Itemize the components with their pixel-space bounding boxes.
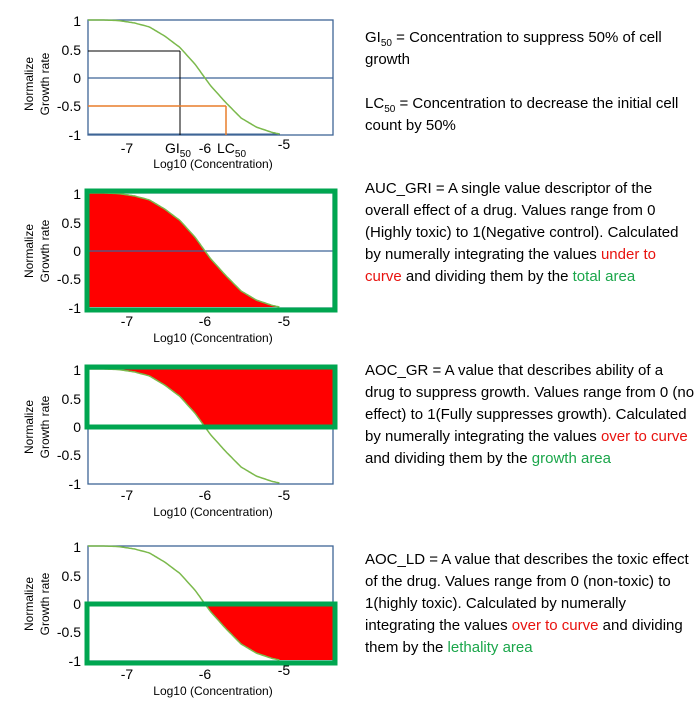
y-tick-0: 0 bbox=[73, 596, 81, 612]
y-axis-label: Normalize Growth rate bbox=[22, 395, 52, 458]
auc-gri-text-2: and dividing them by the bbox=[401, 268, 573, 285]
y-axis-label-line1: Normalize bbox=[22, 400, 36, 454]
gi50-definition: GI50 = Concentration to suppress 50% of … bbox=[365, 29, 662, 68]
x-tick-minus-6: -6 bbox=[199, 487, 212, 503]
y-tick-minus-1: -1 bbox=[69, 127, 82, 143]
y-axis-label: Normalize Growth rate bbox=[22, 219, 52, 282]
growth-curve bbox=[88, 19, 280, 135]
y-tick-0: 0 bbox=[73, 70, 81, 86]
aoc-gr-text: AOC_GR = A value that describes ability … bbox=[365, 362, 695, 445]
y-tick-1: 1 bbox=[73, 13, 81, 29]
y-axis-label-line2: Growth rate bbox=[38, 572, 52, 635]
y-tick-0.5: 0.5 bbox=[62, 391, 82, 407]
area-over-curve-lethality bbox=[88, 603, 333, 660]
aoc-gr-red-text: over to curve bbox=[600, 428, 688, 445]
y-tick-0.5: 0.5 bbox=[62, 42, 82, 58]
y-tick-1: 1 bbox=[73, 362, 81, 378]
aoc-ld-green-text: lethality area bbox=[447, 639, 533, 656]
y-tick-0: 0 bbox=[73, 243, 81, 259]
y-axis-label: Normalize Growth rate bbox=[22, 52, 52, 115]
area-under-curve bbox=[88, 193, 280, 307]
x-tick-minus-6: -6 bbox=[199, 313, 212, 329]
x-tick-minus-7: -7 bbox=[121, 487, 134, 503]
total-area-box bbox=[84, 188, 338, 313]
y-tick-minus-1: -1 bbox=[69, 653, 82, 669]
aoc-gr-text-2: and dividing them by the bbox=[365, 450, 532, 467]
growth-curve bbox=[88, 545, 280, 661]
lethality-area-box bbox=[84, 601, 338, 666]
auc-gri-red-text: under to curve bbox=[365, 246, 657, 285]
y-tick-1: 1 bbox=[73, 186, 81, 202]
y-axis-label-line1: Normalize bbox=[22, 577, 36, 631]
y-axis-label-line1: Normalize bbox=[22, 224, 36, 278]
x-tick-minus-7: -7 bbox=[121, 313, 134, 329]
x-axis-label: Log10 (Concentration) bbox=[153, 684, 272, 698]
aoc-ld-text-2: and dividing them by the bbox=[365, 617, 683, 656]
x-tick-minus-5: -5 bbox=[278, 662, 291, 678]
chart-aoc-ld: Normalize Growth rate 1 0.5 0 -0.5 -1 -7… bbox=[22, 539, 338, 698]
x-tick-minus-7: -7 bbox=[121, 140, 134, 156]
aoc-ld-red-text: over to curve bbox=[511, 617, 599, 634]
x-tick-minus-6: -6 bbox=[199, 140, 212, 156]
description-aoc-gr: AOC_GR = A value that describes ability … bbox=[365, 360, 695, 470]
lc50-definition: LC50 = Concentration to decrease the ini… bbox=[365, 95, 679, 134]
growth-area-box bbox=[84, 364, 338, 430]
x-axis-label: Log10 (Concentration) bbox=[153, 505, 272, 519]
y-axis-label-line2: Growth rate bbox=[38, 395, 52, 458]
description-aoc-ld: AOC_LD = A value that describes the toxi… bbox=[365, 549, 695, 659]
x-tick-minus-6: -6 bbox=[199, 666, 212, 682]
auc-gri-text: AUC_GRI = A single value descriptor of t… bbox=[365, 180, 679, 263]
y-axis-label: Normalize Growth rate bbox=[22, 572, 52, 635]
y-tick-minus-0.5: -0.5 bbox=[57, 447, 81, 463]
y-tick-0: 0 bbox=[73, 419, 81, 435]
x-tick-gi50: GI50 bbox=[165, 140, 191, 160]
y-tick-minus-1: -1 bbox=[69, 300, 82, 316]
y-tick-1: 1 bbox=[73, 539, 81, 555]
y-tick-minus-0.5: -0.5 bbox=[57, 624, 81, 640]
aoc-ld-text: AOC_LD = A value that describes the toxi… bbox=[365, 551, 689, 634]
chart-aoc-gr: Normalize Growth rate 1 0.5 0 -0.5 -1 -7… bbox=[22, 362, 338, 519]
y-tick-0.5: 0.5 bbox=[62, 215, 82, 231]
x-tick-lc50: LC50 bbox=[217, 140, 246, 160]
y-tick-minus-1: -1 bbox=[69, 476, 82, 492]
x-tick-minus-7: -7 bbox=[121, 666, 134, 682]
y-axis-label-line1: Normalize bbox=[22, 57, 36, 111]
description-gi50-lc50: GI50 = Concentration to suppress 50% of … bbox=[365, 27, 695, 137]
x-axis-label: Log10 (Concentration) bbox=[153, 157, 272, 171]
x-tick-minus-5: -5 bbox=[278, 136, 291, 152]
y-tick-minus-0.5: -0.5 bbox=[57, 98, 81, 114]
x-axis-label: Log10 (Concentration) bbox=[153, 331, 272, 345]
chart-auc-gri: Normalize Growth rate 1 0.5 0 -0.5 -1 -7… bbox=[22, 186, 338, 345]
growth-curve bbox=[88, 368, 280, 484]
chart-gi50-lc50: Normalize Growth rate 1 0.5 0 -0.5 -1 -7… bbox=[22, 13, 334, 171]
area-over-curve-growth bbox=[88, 369, 333, 426]
y-tick-0.5: 0.5 bbox=[62, 568, 82, 584]
y-axis-label-line2: Growth rate bbox=[38, 52, 52, 115]
growth-curve bbox=[88, 192, 280, 308]
auc-gri-green-text: total area bbox=[572, 268, 636, 285]
y-axis-label-line2: Growth rate bbox=[38, 219, 52, 282]
aoc-gr-green-text: growth area bbox=[531, 450, 611, 467]
x-tick-minus-5: -5 bbox=[278, 487, 291, 503]
y-tick-minus-0.5: -0.5 bbox=[57, 271, 81, 287]
x-tick-minus-5: -5 bbox=[278, 313, 291, 329]
description-auc-gri: AUC_GRI = A single value descriptor of t… bbox=[365, 178, 695, 288]
